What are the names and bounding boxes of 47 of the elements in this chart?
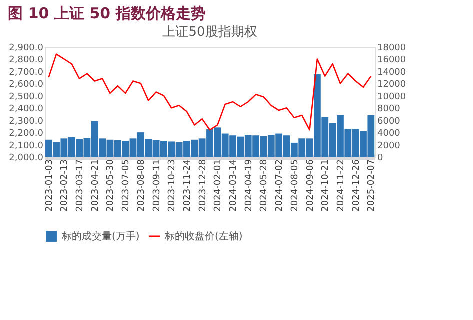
x-tick-label: 2024-07-02 [275, 160, 286, 212]
x-tick-label: 2023-09-11 [152, 160, 162, 212]
x-tick-label: 2024-12-26 [352, 159, 362, 212]
x-tick-label: 2023-11-24 [182, 159, 193, 212]
x-tick-label: 2023-07-05 [122, 160, 132, 212]
y2-tick-label: 6000 [378, 116, 401, 127]
y2-tick-label: 4000 [378, 129, 401, 140]
x-tick-label: 2025-02-07 [367, 160, 378, 212]
x-tick-label: 2023-04-21 [90, 160, 101, 212]
y-tick-label: 2,600.0 [9, 80, 44, 90]
x-tick-label: 2024-04-19 [244, 159, 254, 212]
y-tick-label: 2,400.0 [9, 104, 44, 115]
x-tick-label: 2024-11-22 [336, 160, 346, 212]
x-tick-label: 2024-10-21 [321, 160, 332, 212]
x-tick-label: 2023-01-03 [44, 160, 55, 212]
y-tick-label: 2,300.0 [9, 116, 44, 127]
chart-title: 图 10 上证 50 指数价格走势 [8, 4, 206, 22]
x-tick-label: 2023-08-08 [136, 159, 147, 212]
line-series [48, 54, 372, 131]
y-tick-label: 2,000.0 [9, 154, 44, 164]
x-tick-label: 2024-03-14 [229, 159, 240, 212]
y2-tick-label: 16000 [378, 56, 406, 66]
x-tick-label: 2023-10-23 [168, 160, 178, 212]
y-tick-label: 2,200.0 [9, 129, 44, 140]
y-tick-label: 2,500.0 [9, 92, 44, 102]
y2-tick-label: 0 [378, 154, 384, 164]
x-tick-label: 2024-02-01 [214, 160, 224, 212]
y-tick-label: 2,700.0 [9, 68, 44, 78]
x-tick-label: 2023-05-30 [106, 159, 116, 212]
x-tick-label: 2023-12-28 [198, 159, 208, 212]
chart-subtitle: 上证50股指期权 [162, 25, 258, 40]
x-tick-label: 2024-05-28 [260, 159, 270, 212]
x-tick-label: 2024-08-05 [290, 160, 300, 212]
x-tick-label: 2023-02-13 [60, 160, 70, 212]
y-tick-label: 2,100.0 [9, 141, 44, 152]
legend-label: 标的成交量(万手) [61, 230, 140, 242]
y2-tick-label: 10000 [378, 92, 406, 102]
x-tick-label: 2023-03-17 [76, 160, 86, 212]
x-tick-label: 2024-09-06 [306, 159, 316, 212]
y2-tick-label: 2000 [378, 141, 401, 152]
y2-tick-label: 12000 [378, 80, 406, 90]
y2-tick-label: 8000 [378, 104, 401, 115]
y-tick-label: 2,900.0 [9, 44, 44, 54]
y-tick-label: 2,800.0 [9, 56, 44, 66]
y2-tick-label: 18000 [378, 44, 406, 54]
legend-label: 标的收盘价(左轴) [164, 230, 243, 242]
y2-tick-label: 14000 [378, 68, 406, 78]
